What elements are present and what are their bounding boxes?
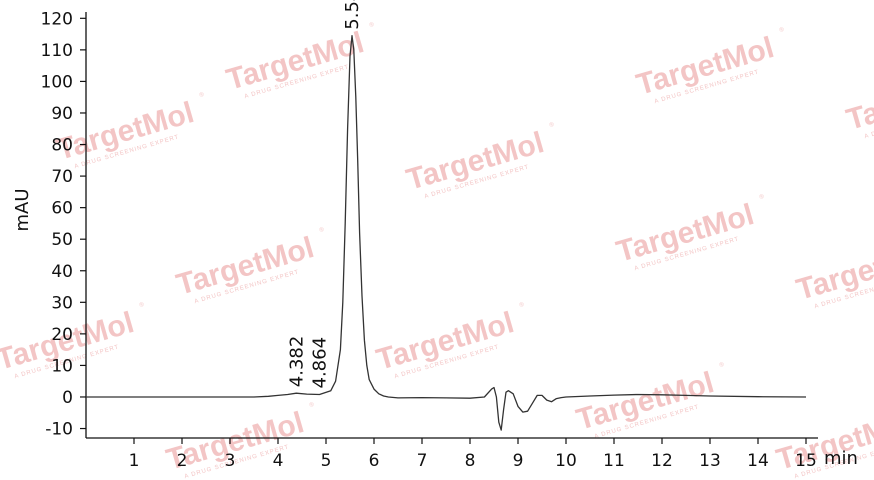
x-tick-label: 1 [129,451,140,471]
y-tick-label: 120 [41,9,73,29]
x-tick-label: 9 [513,451,524,471]
watermark-registered-mark: ® [309,401,316,409]
peak-label: 4.864 [310,337,331,389]
series-line [86,35,807,431]
peak-annotations: 4.382 4.864 5.541 [286,0,363,389]
x-tick-label: 4 [273,451,284,471]
y-tick-label: 40 [51,262,73,282]
y-tick-label: 90 [51,104,73,124]
y-tick-label: 80 [51,136,73,156]
watermark-brand: TargetMol [53,96,198,167]
x-tick-label: 8 [465,451,476,471]
y-axis-label: mAU [12,188,33,231]
y-tick-label: 60 [51,199,73,219]
y-tick-label: 0 [62,388,73,408]
watermark-brand: TargetMol [403,126,548,197]
peak-label: 4.382 [286,336,307,388]
watermark-registered-mark: ® [759,193,766,201]
peak-label: 5.541 [342,0,363,30]
y-tick-label: 20 [51,325,73,345]
watermark-brand: TargetMol [373,306,518,377]
x-tick-label: 11 [603,451,625,471]
watermark-registered-mark: ® [719,361,726,369]
watermark-registered-mark: ® [139,301,146,309]
x-tick-label: 7 [417,451,428,471]
watermark-registered-mark: ® [319,226,326,234]
watermark-registered-mark: ® [369,21,376,29]
x-tick-label: 14 [747,451,769,471]
watermark-brand: TargetMol [843,66,874,137]
x-axis-label: min [824,448,858,469]
x-tick-label: 13 [699,451,721,471]
x-tick-label: 10 [555,451,577,471]
plot-area [86,35,807,431]
x-tick-label: 12 [651,451,673,471]
watermark-registered-mark: ® [549,121,556,129]
watermark-brand: TargetMol [613,198,758,269]
y-tick-label: 10 [51,356,73,376]
watermark-registered-mark: ® [199,91,206,99]
y-tick-label: 110 [41,41,73,61]
x-tick-label: 2 [177,451,188,471]
x-tick-label: 5 [321,451,332,471]
x-axis-ticks: 1 2 3 4 5 6 7 8 9 10 11 12 13 14 15 [129,438,817,471]
y-tick-label: 30 [51,293,73,313]
y-tick-label: 100 [41,72,73,92]
watermark-brand: TargetMol [223,26,368,97]
x-tick-label: 15 [795,451,817,471]
y-tick-label: 70 [51,167,73,187]
x-tick-label: 3 [225,451,236,471]
y-axis-ticks: -10 0 10 20 30 40 50 60 70 80 90 100 110 120 [41,9,86,440]
y-tick-label: 50 [51,230,73,250]
watermark-registered-mark: ® [779,26,786,34]
watermark-brand: TargetMol [173,231,318,302]
watermark-registered-mark: ® [519,301,526,309]
y-tick-label: -10 [45,420,73,440]
x-tick-label: 6 [369,451,380,471]
watermark-brand: TargetMol [573,366,718,437]
watermark-brand: TargetMol [633,31,778,102]
